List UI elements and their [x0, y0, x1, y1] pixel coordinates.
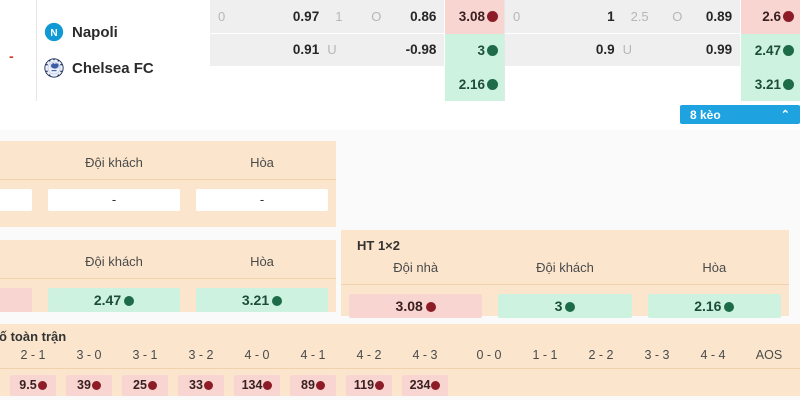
svg-text:N: N — [50, 28, 57, 39]
